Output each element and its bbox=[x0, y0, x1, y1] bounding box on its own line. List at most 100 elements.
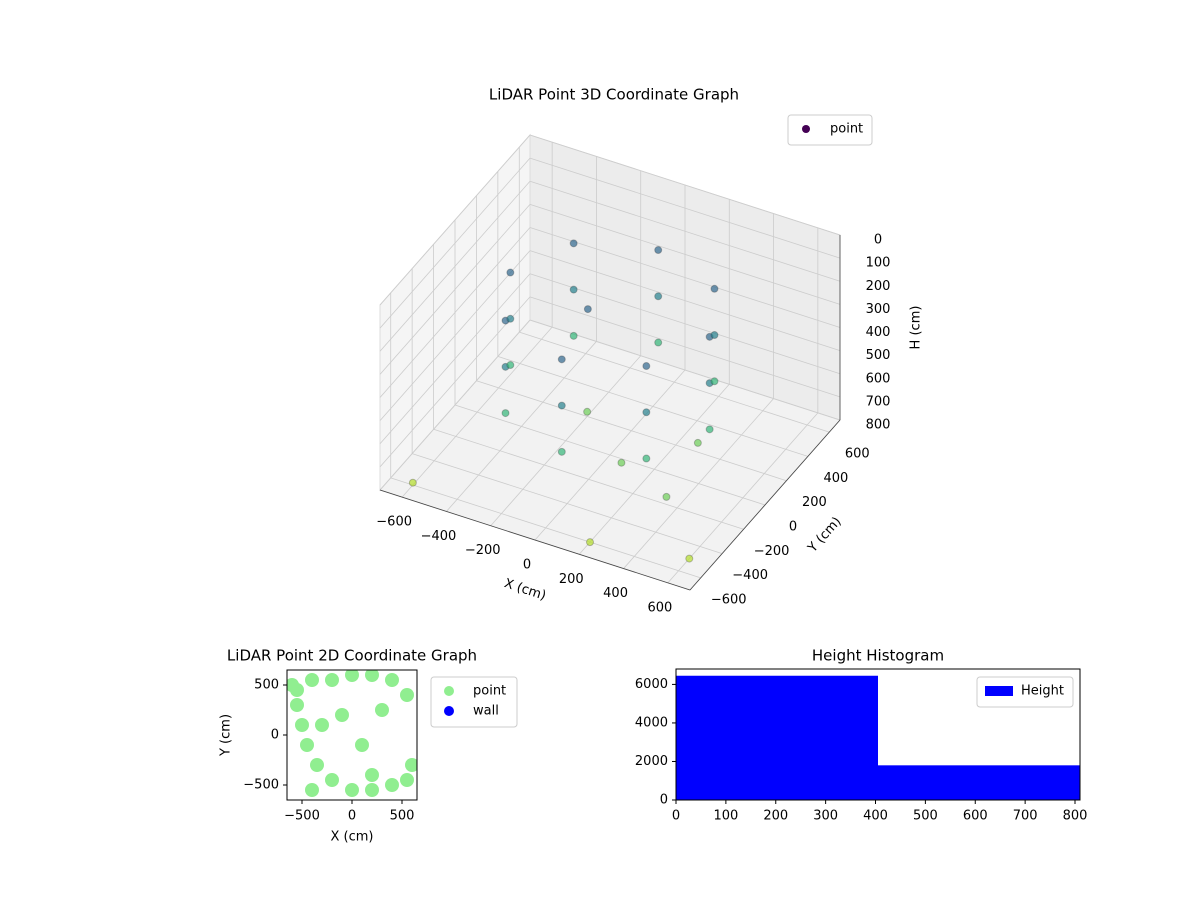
point bbox=[355, 738, 369, 752]
point bbox=[295, 718, 309, 732]
x-tick-label: −200 bbox=[465, 543, 501, 558]
x-tick-label: 0 bbox=[523, 558, 531, 573]
chart-title: Height Histogram bbox=[812, 647, 944, 665]
point bbox=[654, 292, 663, 301]
point bbox=[557, 401, 566, 410]
point bbox=[400, 688, 414, 702]
point bbox=[310, 758, 324, 772]
grid-line bbox=[529, 203, 841, 305]
y-axis-label: Y (cm) bbox=[805, 514, 845, 556]
grid-line bbox=[390, 477, 701, 579]
legend-label: Height bbox=[1021, 684, 1064, 699]
point bbox=[335, 708, 349, 722]
point bbox=[365, 670, 379, 682]
grid-line bbox=[529, 319, 841, 421]
legend-marker bbox=[444, 706, 454, 716]
y-tick-label: 0 bbox=[660, 793, 668, 808]
z-tick-label: 100 bbox=[866, 256, 891, 271]
x-tick-label: 200 bbox=[559, 572, 584, 587]
point bbox=[345, 783, 359, 797]
point bbox=[365, 768, 379, 782]
y-axis-label: Y (cm) bbox=[219, 714, 234, 757]
x-tick-label: 500 bbox=[390, 809, 415, 824]
y-tick-label: 400 bbox=[823, 471, 848, 486]
point bbox=[405, 758, 417, 772]
point bbox=[710, 331, 719, 340]
x-tick-label: 0 bbox=[672, 809, 680, 824]
x-tick-label: 400 bbox=[603, 586, 628, 601]
grid-line bbox=[529, 250, 841, 352]
legend-swatch bbox=[985, 686, 1013, 696]
point bbox=[583, 305, 592, 314]
point bbox=[365, 783, 379, 797]
y-tick-label: −600 bbox=[711, 592, 747, 607]
grid-line bbox=[379, 157, 531, 329]
point bbox=[654, 246, 663, 255]
grid-line bbox=[412, 453, 723, 554]
point bbox=[325, 673, 339, 687]
y-tick-label: 6000 bbox=[635, 677, 668, 692]
x-tick-label: 100 bbox=[713, 809, 738, 824]
point bbox=[385, 673, 399, 687]
point bbox=[685, 554, 694, 563]
grid-line bbox=[476, 380, 787, 482]
grid-line bbox=[497, 356, 808, 457]
x-tick-label: 400 bbox=[863, 809, 888, 824]
z-tick-label: 0 bbox=[874, 233, 882, 248]
chart-title: LiDAR Point 3D Coordinate Graph bbox=[489, 86, 739, 104]
point bbox=[617, 458, 626, 467]
point bbox=[710, 377, 719, 386]
point bbox=[557, 447, 566, 456]
grid-line bbox=[529, 296, 841, 398]
grid-line bbox=[379, 273, 531, 445]
x-tick-label: −500 bbox=[284, 809, 320, 824]
x-tick-label: −600 bbox=[376, 515, 412, 530]
point bbox=[710, 284, 719, 293]
y-tick-label: −400 bbox=[732, 568, 768, 583]
point bbox=[400, 773, 414, 787]
x-tick-label: 200 bbox=[763, 809, 788, 824]
plot-frame bbox=[675, 668, 1081, 801]
grid-line bbox=[454, 404, 766, 506]
point bbox=[315, 718, 329, 732]
y-tick-label: −200 bbox=[754, 544, 790, 559]
point bbox=[506, 314, 515, 323]
y-tick-label: 600 bbox=[845, 447, 870, 462]
z-tick-label: 400 bbox=[866, 325, 891, 340]
point bbox=[654, 338, 663, 347]
point bbox=[586, 538, 594, 547]
legend-label: point bbox=[830, 122, 863, 137]
point bbox=[662, 492, 671, 501]
point bbox=[305, 673, 319, 687]
legend-marker bbox=[802, 125, 810, 133]
y-axis-line bbox=[689, 419, 841, 591]
y-tick-label: 4000 bbox=[635, 715, 668, 730]
x-tick-label: 700 bbox=[1013, 809, 1038, 824]
x-tick-label: 600 bbox=[963, 809, 988, 824]
point bbox=[642, 408, 651, 417]
legend-box bbox=[976, 676, 1074, 708]
grid-line bbox=[379, 180, 531, 352]
grid-line bbox=[379, 134, 531, 306]
point bbox=[501, 409, 510, 418]
point bbox=[705, 425, 714, 434]
y-tick-label: 0 bbox=[789, 520, 797, 535]
y-tick-label: 2000 bbox=[635, 754, 668, 769]
z-tick-label: 600 bbox=[866, 371, 891, 386]
grid-line bbox=[379, 204, 531, 375]
grid-line bbox=[379, 227, 531, 398]
point bbox=[569, 239, 578, 248]
point bbox=[305, 783, 319, 797]
x-tick-label: 0 bbox=[348, 809, 356, 824]
x-axis-label: X (cm) bbox=[331, 830, 374, 845]
point bbox=[583, 407, 592, 416]
point bbox=[375, 703, 389, 717]
legend-marker bbox=[444, 686, 454, 696]
bar bbox=[676, 675, 878, 800]
point bbox=[506, 268, 515, 277]
x-tick-label: 300 bbox=[813, 809, 838, 824]
grid-line bbox=[379, 319, 531, 491]
point bbox=[693, 438, 702, 447]
